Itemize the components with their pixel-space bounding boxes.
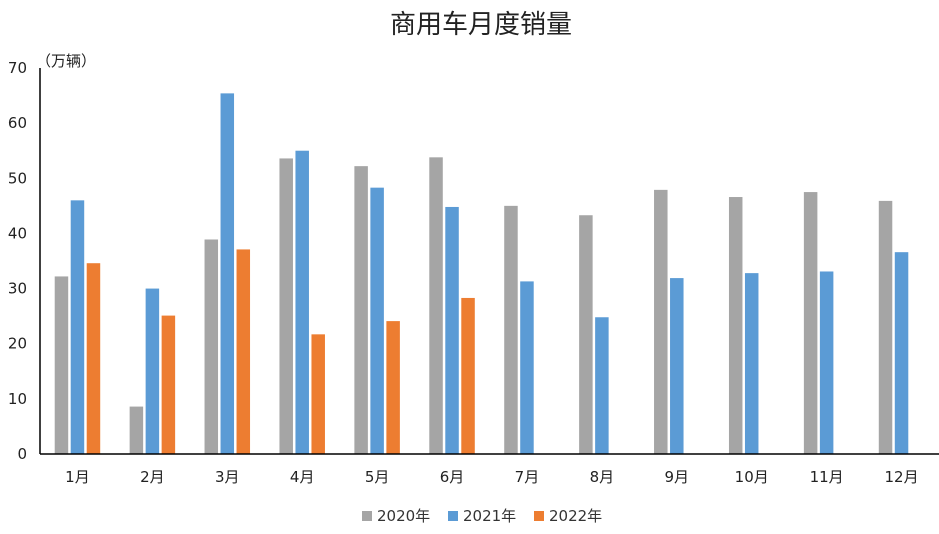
bar <box>279 158 293 454</box>
y-tick-label: 10 <box>8 390 27 408</box>
legend-swatch <box>362 511 372 521</box>
bar <box>504 205 518 454</box>
legend-item: 2022年 <box>534 507 602 525</box>
x-tick-label: 10月 <box>735 468 769 486</box>
legend-item: 2021年 <box>448 507 516 525</box>
bar <box>595 317 609 454</box>
x-tick-label: 6月 <box>440 468 465 486</box>
bar <box>86 263 101 454</box>
bar <box>803 192 818 454</box>
bar <box>819 271 834 454</box>
bar <box>429 157 443 454</box>
bar <box>70 200 85 454</box>
y-tick-label: 40 <box>8 224 27 242</box>
x-tick-label: 4月 <box>290 468 315 486</box>
bar <box>670 278 684 454</box>
legend-label: 2022年 <box>549 507 602 525</box>
legend-swatch <box>534 511 544 521</box>
x-tick-label: 7月 <box>515 468 540 486</box>
legend-label: 2020年 <box>377 507 430 525</box>
x-tick-label: 2月 <box>140 468 165 486</box>
x-tick-label: 11月 <box>810 468 844 486</box>
bar <box>204 239 219 454</box>
y-tick-label: 0 <box>17 445 27 463</box>
axes <box>39 68 939 455</box>
bar <box>145 288 160 454</box>
bar <box>654 189 668 454</box>
chart-title: 商用车月度销量 <box>390 10 572 40</box>
y-axis-unit-label: （万辆） <box>36 52 96 70</box>
y-tick-label: 30 <box>8 280 27 298</box>
bar <box>520 281 534 454</box>
bars <box>54 93 909 455</box>
x-tick-label: 12月 <box>884 468 918 486</box>
y-tick-label: 20 <box>8 335 27 353</box>
legend-label: 2021年 <box>463 507 516 525</box>
x-tick-label: 3月 <box>215 468 240 486</box>
x-tick-label: 1月 <box>65 468 90 486</box>
y-tick-label: 70 <box>8 59 27 77</box>
bar <box>744 273 759 454</box>
x-axis-ticks: 1月 2月 3月 4月 5月 6月 7月 8月 9月 10月 11月 12月 <box>65 468 918 486</box>
bar <box>220 93 235 455</box>
bar <box>461 297 475 454</box>
bar <box>354 166 368 454</box>
bar <box>295 150 309 454</box>
bar <box>54 276 69 454</box>
bar <box>878 200 893 454</box>
bar <box>894 252 909 454</box>
y-tick-label: 50 <box>8 169 27 187</box>
bar <box>579 215 593 454</box>
x-tick-label: 5月 <box>365 468 390 486</box>
bar <box>370 187 384 454</box>
bar <box>728 197 743 454</box>
x-tick-label: 8月 <box>590 468 615 486</box>
bar <box>445 206 459 454</box>
y-tick-label: 60 <box>8 114 27 132</box>
x-tick-label: 9月 <box>665 468 690 486</box>
bar <box>236 249 251 454</box>
bar <box>161 315 176 454</box>
legend-swatch <box>448 511 458 521</box>
bar <box>386 321 400 454</box>
y-axis-ticks: 0 10 20 30 40 50 60 70 <box>8 59 27 463</box>
bar <box>129 406 144 454</box>
bar <box>311 334 325 454</box>
legend-item: 2020年 <box>362 507 430 525</box>
legend: 2020年 2021年 2022年 <box>362 507 602 525</box>
